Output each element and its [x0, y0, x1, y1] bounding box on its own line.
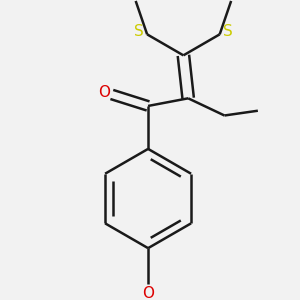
Text: O: O — [142, 286, 154, 300]
Text: S: S — [224, 24, 233, 39]
Text: S: S — [134, 24, 143, 39]
Text: O: O — [98, 85, 110, 100]
